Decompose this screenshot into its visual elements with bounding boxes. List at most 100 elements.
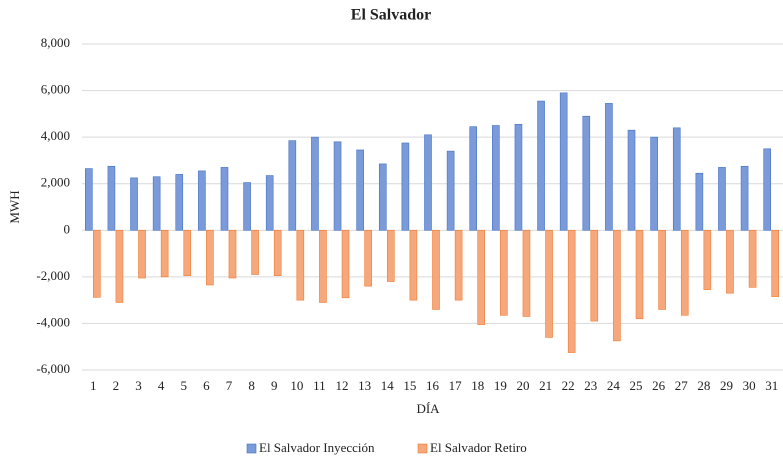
x-tick-label: 19 — [494, 378, 507, 393]
bar — [672, 127, 681, 231]
bar — [341, 229, 350, 299]
y-tick-label: 0 — [64, 221, 71, 236]
x-axis-title: DÍA — [416, 401, 440, 416]
bar — [333, 141, 342, 231]
bar — [409, 229, 418, 301]
bar — [613, 229, 621, 342]
bar — [432, 229, 440, 310]
bar — [537, 100, 545, 231]
bar — [658, 229, 666, 310]
x-tick-label: 1 — [90, 378, 97, 393]
bar — [605, 103, 613, 231]
bar — [130, 177, 138, 231]
legend-swatch — [246, 443, 257, 454]
bar — [265, 175, 274, 231]
x-tick-label: 20 — [516, 378, 529, 393]
x-tick-label: 28 — [697, 378, 710, 393]
bar — [288, 140, 297, 231]
x-tick-label: 13 — [358, 378, 371, 393]
bar — [522, 229, 531, 317]
bar — [590, 229, 599, 322]
x-tick-label: 10 — [290, 378, 303, 393]
bar — [364, 229, 372, 287]
x-tick-label: 15 — [403, 378, 416, 393]
bar — [492, 125, 500, 231]
bar — [378, 163, 387, 231]
bar — [726, 229, 734, 294]
bar — [138, 229, 146, 279]
bar — [477, 229, 486, 325]
bar — [748, 229, 757, 288]
x-tick-label: 17 — [449, 378, 463, 393]
bar — [356, 149, 364, 231]
bar — [273, 229, 282, 276]
bar — [763, 148, 771, 231]
bar — [401, 142, 410, 231]
bar — [152, 176, 161, 231]
x-tick-label: 9 — [271, 378, 278, 393]
bar — [567, 229, 576, 353]
bar — [703, 229, 712, 290]
x-tick-label: 14 — [381, 378, 395, 393]
x-tick-label: 18 — [471, 378, 484, 393]
bar — [228, 229, 237, 279]
bar — [469, 126, 478, 231]
y-tick-label: 6,000 — [41, 82, 70, 97]
x-tick-label: 8 — [248, 378, 255, 393]
bar — [771, 229, 779, 297]
y-tick-label: -6,000 — [36, 361, 70, 376]
x-tick-label: 4 — [158, 378, 165, 393]
x-tick-label: 27 — [675, 378, 689, 393]
bar — [545, 229, 553, 338]
bar — [160, 229, 169, 278]
bar — [635, 229, 644, 320]
y-tick-label: -4,000 — [36, 314, 70, 329]
bar — [500, 229, 508, 316]
bar — [446, 150, 455, 231]
bar — [220, 167, 229, 231]
bar — [559, 92, 568, 231]
bar — [93, 229, 101, 298]
bar — [718, 167, 726, 231]
bar — [243, 182, 251, 231]
x-tick-label: 11 — [313, 378, 326, 393]
bar — [514, 124, 523, 231]
bar — [296, 229, 305, 301]
chart-title: El Salvador — [351, 7, 431, 24]
bar — [740, 165, 749, 231]
y-tick-label: -2,000 — [36, 268, 70, 283]
legend-label: El Salvador Inyección — [259, 440, 375, 455]
legend-swatch — [417, 443, 428, 454]
bar — [386, 229, 395, 282]
bar — [650, 136, 658, 231]
x-tick-label: 29 — [720, 378, 733, 393]
x-tick-label: 24 — [607, 378, 621, 393]
x-tick-label: 21 — [539, 378, 552, 393]
x-tick-label: 12 — [336, 378, 349, 393]
legend-label: El Salvador Retiro — [430, 440, 527, 455]
x-tick-label: 25 — [630, 378, 643, 393]
bar — [311, 136, 319, 231]
y-axis-title: MWH — [7, 190, 22, 223]
bar — [627, 129, 636, 231]
y-tick-label: 8,000 — [41, 35, 70, 50]
x-tick-label: 30 — [743, 378, 756, 393]
x-tick-label: 6 — [203, 378, 210, 393]
x-tick-label: 3 — [135, 378, 142, 393]
bar — [115, 229, 124, 303]
x-tick-label: 22 — [562, 378, 575, 393]
bar — [85, 168, 93, 231]
bar — [695, 172, 704, 231]
bar — [582, 115, 591, 231]
y-tick-label: 4,000 — [41, 128, 70, 143]
bar — [454, 229, 463, 301]
x-tick-label: 5 — [181, 378, 188, 393]
bar — [107, 165, 116, 231]
bar — [198, 170, 206, 231]
y-tick-label: 2,000 — [41, 175, 70, 190]
bar — [183, 229, 192, 276]
x-tick-label: 16 — [426, 378, 440, 393]
bar — [175, 174, 184, 231]
bar — [680, 229, 689, 316]
